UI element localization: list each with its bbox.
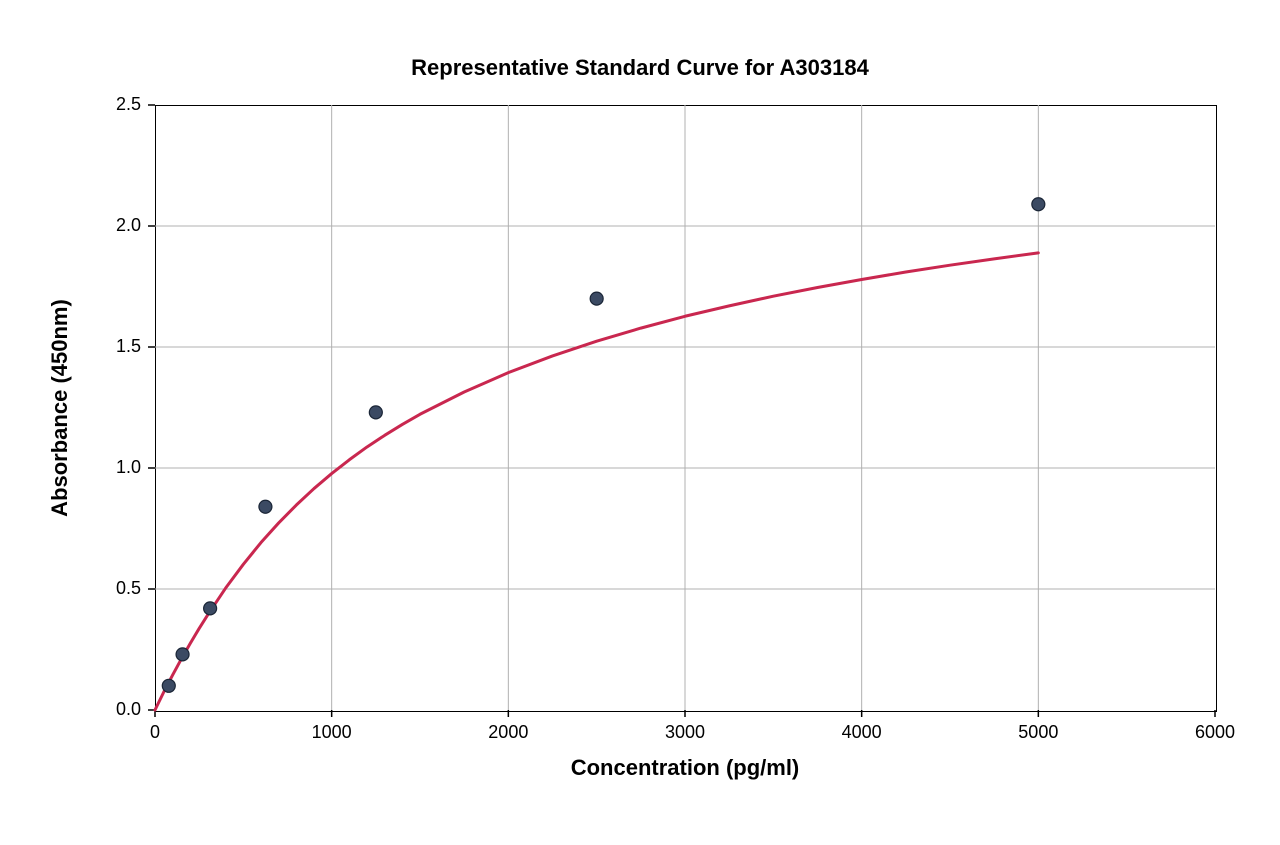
y-tick-label: 2.0 xyxy=(116,215,141,236)
y-axis-label: Absorbance (450nm) xyxy=(47,258,73,558)
x-tick-label: 5000 xyxy=(1008,722,1068,743)
x-tick-label: 6000 xyxy=(1185,722,1245,743)
x-tick-label: 0 xyxy=(125,722,185,743)
y-tick-label: 0.5 xyxy=(116,578,141,599)
x-tick-label: 3000 xyxy=(655,722,715,743)
y-tick-label: 0.0 xyxy=(116,699,141,720)
y-tick-label: 1.5 xyxy=(116,336,141,357)
x-axis-label: Concentration (pg/ml) xyxy=(155,755,1215,781)
y-tick-label: 1.0 xyxy=(116,457,141,478)
standard-curve-chart: Representative Standard Curve for A30318… xyxy=(0,0,1280,845)
y-tick-label: 2.5 xyxy=(116,94,141,115)
x-tick-label: 2000 xyxy=(478,722,538,743)
x-tick-label: 1000 xyxy=(302,722,362,743)
x-tick-label: 4000 xyxy=(832,722,892,743)
chart-svg xyxy=(0,0,1280,845)
